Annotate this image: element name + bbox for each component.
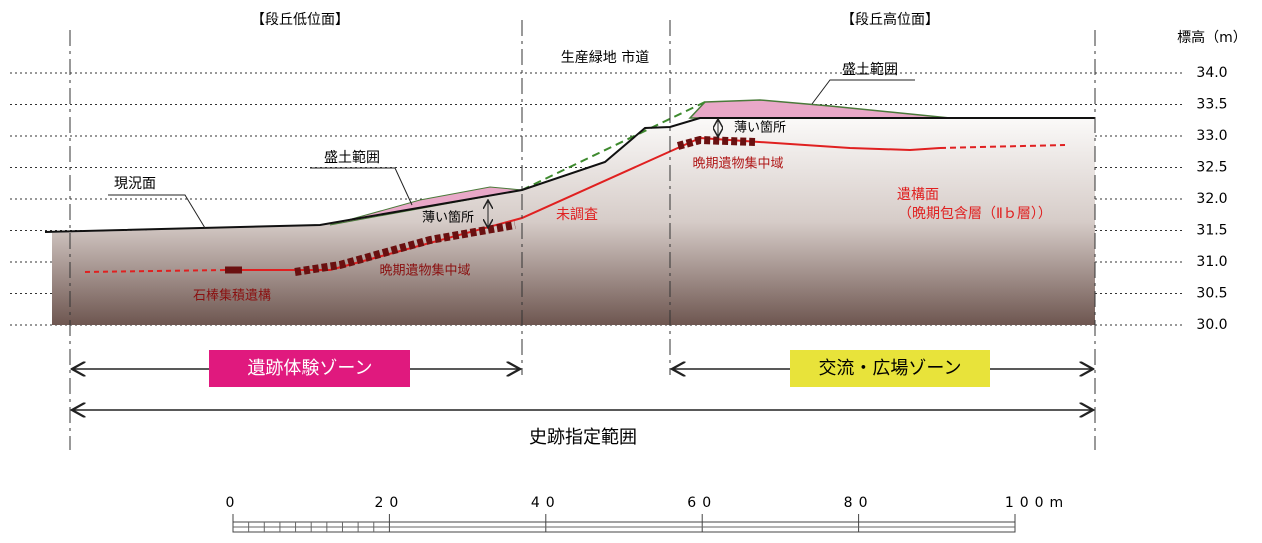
label: 盛土範囲 <box>324 149 380 166</box>
elevation-label: 31.0 <box>1196 254 1227 270</box>
scale-label: 40 <box>531 495 561 511</box>
zone-label: 史跡指定範囲 <box>529 427 637 448</box>
scale-bar: 0 20 40 60 80 100m <box>226 495 1069 533</box>
label: 【段丘高位面】 <box>841 11 939 28</box>
scale-label: 20 <box>374 495 404 511</box>
zone-label: 交流・広場ゾーン <box>818 358 961 379</box>
label: 現況面 <box>114 176 156 192</box>
label: 【段丘低位面】 <box>251 12 349 28</box>
fill-right <box>688 99 951 119</box>
axis-title: 標高（m） <box>1177 29 1247 46</box>
elevation-label: 32.5 <box>1196 160 1227 176</box>
elevation-label: 32.0 <box>1196 191 1227 207</box>
zone-box <box>209 350 410 387</box>
artifact-mark <box>294 221 516 276</box>
elevation-label: 30.0 <box>1196 317 1227 333</box>
artifact-mark <box>676 135 756 150</box>
feature-dash <box>939 144 1066 149</box>
zone-label: 遺跡体験ゾーン <box>247 358 372 379</box>
scale-label: 0 <box>226 495 241 511</box>
label: 未調査 <box>556 207 598 223</box>
former-surface <box>521 101 706 191</box>
elevation-label: 30.5 <box>1196 286 1227 302</box>
label: 晩期遺物集中域 <box>692 156 783 172</box>
label: （晩期包含層（Ⅱｂ層）） <box>898 206 1052 222</box>
zone-box <box>790 350 990 387</box>
current-surface-line <box>44 117 1095 233</box>
elevation-label: 34.0 <box>1196 65 1227 81</box>
ground <box>52 118 1095 325</box>
label: 生産緑地 市道 <box>561 49 649 66</box>
label: 遺構面 <box>897 187 939 203</box>
label: 盛土範囲 <box>842 61 898 78</box>
scale-label: 60 <box>687 495 717 511</box>
label: 薄い箇所 <box>422 210 474 226</box>
label: 晩期遺物集中域 <box>379 263 470 279</box>
boundaries <box>69 20 1096 450</box>
elevation-label: 33.0 <box>1196 128 1227 144</box>
elevation-label: 33.5 <box>1196 97 1227 113</box>
label: 石棒集積遺構 <box>193 288 271 304</box>
label: 薄い箇所 <box>734 120 786 136</box>
scale-label: 100m <box>1005 495 1069 511</box>
scale-label: 80 <box>844 495 874 511</box>
elevation-label: 31.5 <box>1196 223 1227 239</box>
